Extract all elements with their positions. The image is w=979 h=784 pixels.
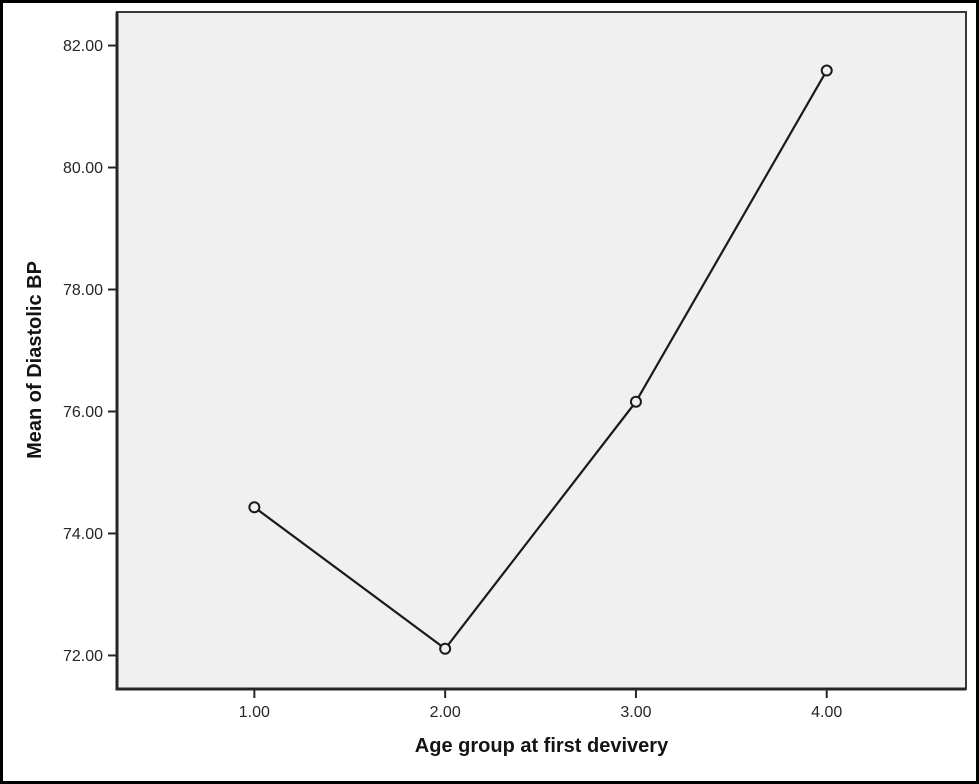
y-tick-label: 82.00 xyxy=(63,38,103,55)
y-tick-label: 74.00 xyxy=(63,526,103,543)
data-point-marker xyxy=(248,501,261,514)
y-tick-label: 78.00 xyxy=(63,282,103,299)
data-point-marker xyxy=(629,395,642,408)
y-tick-label: 72.00 xyxy=(63,648,103,665)
line-chart-canvas: 72.00 74.00 76.00 78.00 80.00 82.00 1.00 2.00 3.… xyxy=(63,11,967,721)
x-tick-label: 2.00 xyxy=(430,704,461,721)
y-axis-title: Mean of Diastolic BP xyxy=(24,261,46,459)
x-tick-label: 3.00 xyxy=(620,704,651,721)
plot-area xyxy=(116,11,967,690)
x-axis-title: Age group at first devivery xyxy=(414,735,669,757)
data-point-marker xyxy=(439,642,452,655)
data-line xyxy=(253,70,828,650)
x-tick-label: 1.00 xyxy=(239,704,270,721)
x-tick-label: 4.00 xyxy=(811,704,842,721)
y-tick-label: 80.00 xyxy=(63,160,103,177)
data-point-marker xyxy=(820,64,833,77)
y-tick-label: 76.00 xyxy=(63,404,103,421)
